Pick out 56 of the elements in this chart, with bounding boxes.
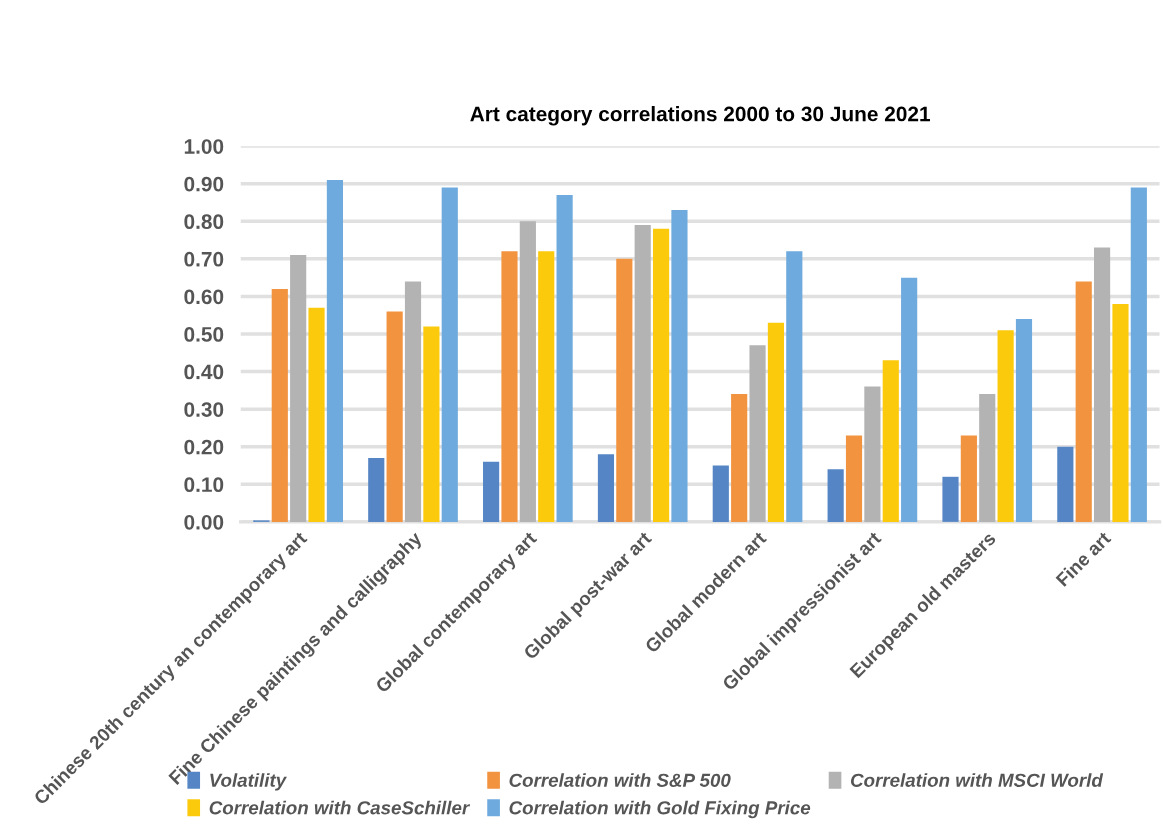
bar [616, 258, 633, 522]
y-tick-label: 0.60 [184, 289, 224, 305]
bar [271, 288, 288, 522]
y-tick-label: 0.90 [184, 176, 224, 192]
legend-label: Correlation with CaseSchiller [209, 800, 471, 815]
bar [882, 360, 899, 522]
bar [1057, 446, 1074, 522]
bar [538, 251, 555, 522]
bar [827, 469, 844, 522]
bar [597, 454, 615, 522]
bar [960, 435, 977, 522]
bar [404, 281, 422, 522]
legend-label: Volatility [210, 773, 287, 791]
bar [519, 221, 536, 522]
bar [979, 394, 996, 522]
y-tick-label: 0.80 [184, 214, 224, 230]
bar [386, 311, 403, 522]
bar [326, 179, 343, 522]
bar [501, 251, 518, 522]
legend-label: Correlation with Gold Fixing Price [509, 800, 811, 819]
bar [290, 255, 307, 522]
bar [308, 307, 325, 522]
bar [652, 228, 670, 522]
bar [749, 345, 766, 522]
bar [1112, 303, 1129, 522]
bar [786, 251, 803, 522]
bar [767, 322, 785, 522]
bar [423, 326, 440, 522]
y-tick-label: 0.00 [184, 514, 224, 530]
bar [556, 194, 573, 522]
y-tick-label: 0.10 [184, 477, 224, 493]
bar [997, 330, 1014, 522]
bar [1094, 247, 1111, 522]
bar [901, 277, 918, 522]
y-tick-label: 0.30 [184, 402, 224, 417]
bar [1075, 281, 1092, 522]
bar [712, 465, 729, 522]
bar [671, 210, 688, 522]
bar [368, 458, 385, 522]
bar [483, 461, 500, 522]
bar [1015, 318, 1033, 522]
y-tick-label: 0.50 [184, 327, 224, 342]
y-tick-label: 0.20 [184, 439, 224, 455]
bar [942, 476, 959, 522]
legend-label: Correlation with S&P 500 [509, 773, 731, 787]
bar [845, 435, 863, 522]
legend-label: Correlation with MSCI World [850, 773, 1104, 787]
y-tick-label: 1.00 [184, 139, 224, 154]
bar [864, 386, 881, 522]
bar [441, 187, 458, 522]
bar [731, 394, 748, 522]
y-tick-label: 0.40 [184, 364, 224, 380]
bar [1130, 187, 1147, 522]
y-tick-label: 0.70 [184, 251, 224, 267]
bar [634, 225, 651, 522]
chart-title: Art category correlations 2000 to 30 June 2021 [470, 106, 930, 126]
